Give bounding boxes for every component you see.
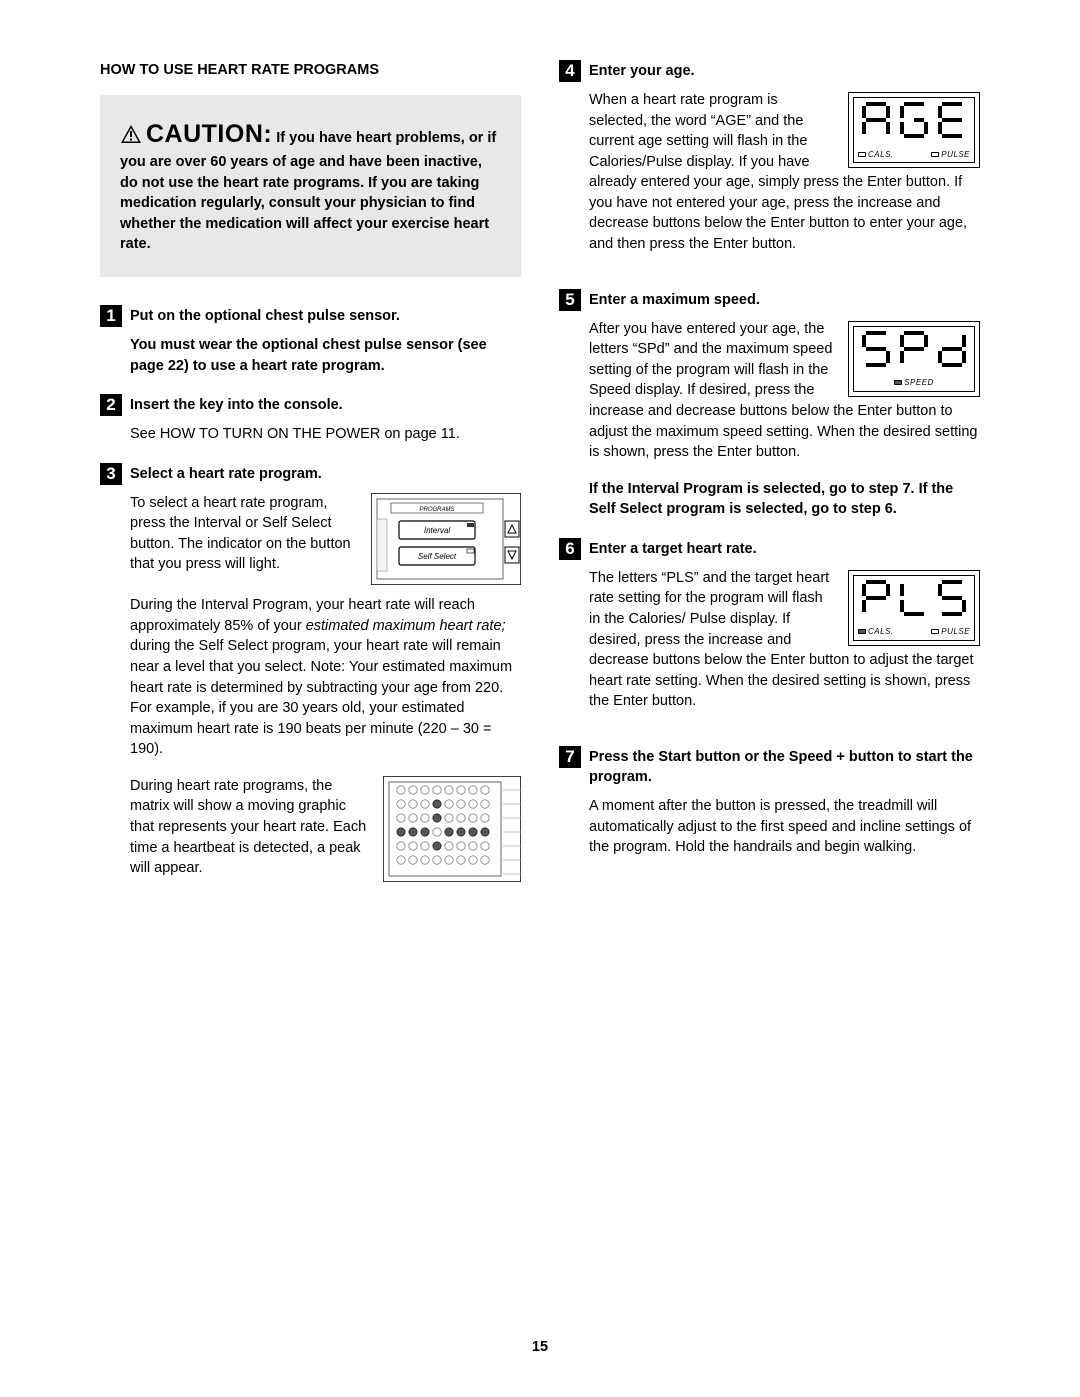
step-6-body: CALS. PULSE The letters “PLS” and the ta… — [589, 568, 980, 728]
step-6-title: Enter a target heart rate. — [589, 538, 757, 560]
step-5-header: 5 Enter a maximum speed. — [559, 289, 980, 311]
svg-text:PROGRAMS: PROGRAMS — [419, 507, 454, 513]
step-7-body: A moment after the button is pressed, th… — [589, 796, 980, 858]
step-number-3: 3 — [100, 463, 122, 485]
right-column: 4 Enter your age. — [559, 60, 980, 913]
age-lcd-figure: CALS. PULSE — [848, 92, 980, 168]
step-5-p2: If the Interval Program is selected, go … — [589, 479, 980, 520]
step-3-header: 3 Select a heart rate program. — [100, 463, 521, 485]
step-number-5: 5 — [559, 289, 581, 311]
step-5-title: Enter a maximum speed. — [589, 289, 760, 311]
seven-seg-spd — [858, 329, 972, 369]
step-6-header: 6 Enter a target heart rate. — [559, 538, 980, 560]
spd-lcd-figure: SPEED — [848, 321, 980, 397]
step-7-title: Press the Start button or the Speed + bu… — [589, 746, 980, 788]
spd-lcd-label: SPEED — [858, 377, 970, 388]
step-number-2: 2 — [100, 394, 122, 416]
step-7-header: 7 Press the Start button or the Speed + … — [559, 746, 980, 788]
step-2-title: Insert the key into the console. — [130, 394, 343, 416]
svg-text:Interval: Interval — [424, 526, 450, 535]
two-column-layout: HOW TO USE HEART RATE PROGRAMS CAUTION: … — [100, 60, 980, 913]
caution-label: CAUTION: — [146, 120, 272, 148]
left-column: HOW TO USE HEART RATE PROGRAMS CAUTION: … — [100, 60, 521, 913]
step-5-body: SPEED After you have entered your age, t… — [589, 319, 980, 520]
seven-seg-age — [858, 100, 972, 140]
step-3-title: Select a heart rate program. — [130, 463, 322, 485]
matrix-figure — [383, 776, 521, 889]
step-number-7: 7 — [559, 746, 581, 768]
age-lcd-labels: CALS. PULSE — [858, 149, 970, 160]
step-4-title: Enter your age. — [589, 60, 695, 82]
step-1-text: You must wear the optional chest pulse s… — [130, 335, 521, 376]
step-number-4: 4 — [559, 60, 581, 82]
console-buttons-figure: PROGRAMS Interval Self Select — [371, 493, 521, 592]
step-1-title: Put on the optional chest pulse sensor. — [130, 305, 400, 327]
manual-page: HOW TO USE HEART RATE PROGRAMS CAUTION: … — [0, 0, 1080, 1397]
step-1-body: You must wear the optional chest pulse s… — [130, 335, 521, 376]
step-number-1: 1 — [100, 305, 122, 327]
step-1-header: 1 Put on the optional chest pulse sensor… — [100, 305, 521, 327]
step-2-header: 2 Insert the key into the console. — [100, 394, 521, 416]
step-4-header: 4 Enter your age. — [559, 60, 980, 82]
step-number-6: 6 — [559, 538, 581, 560]
step-4-body: CALS. PULSE When a heart rate program is… — [589, 90, 980, 271]
seven-seg-pls — [858, 578, 972, 618]
step-3-p2: During the Interval Program, your heart … — [130, 595, 521, 760]
page-number: 15 — [0, 1339, 1080, 1355]
pls-lcd-labels: CALS. PULSE — [858, 626, 970, 637]
step-7-p1: A moment after the button is pressed, th… — [589, 796, 980, 858]
caution-box: CAUTION: If you have heart problems, or … — [100, 95, 521, 277]
step-2-text: See HOW TO TURN ON THE POWER on page 11. — [130, 424, 521, 445]
section-title: HOW TO USE HEART RATE PROGRAMS — [100, 60, 521, 81]
step-3-body: PROGRAMS Interval Self Select — [130, 493, 521, 895]
svg-text:Self Select: Self Select — [418, 552, 457, 561]
warning-triangle-icon — [120, 124, 142, 151]
step-2-body: See HOW TO TURN ON THE POWER on page 11. — [130, 424, 521, 445]
pls-lcd-figure: CALS. PULSE — [848, 570, 980, 646]
caution-body: If you have heart problems, or if you ar… — [120, 130, 496, 253]
